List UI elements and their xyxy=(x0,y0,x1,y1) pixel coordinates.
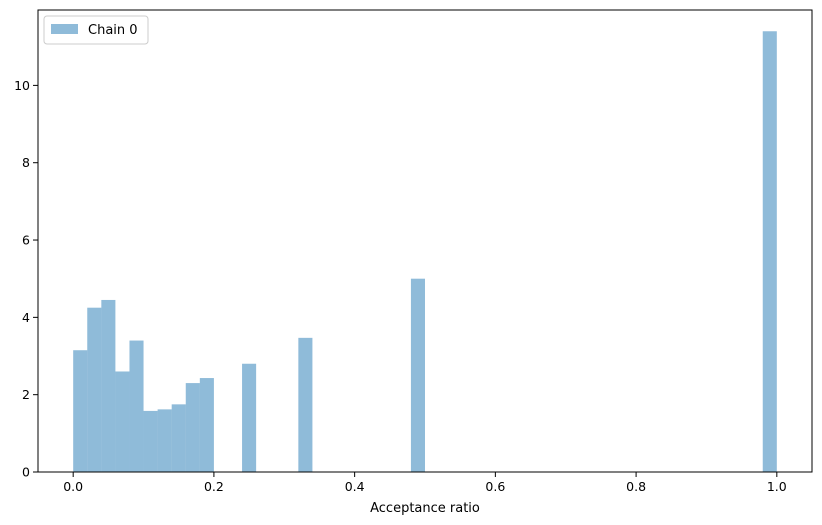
histogram-bar-2 xyxy=(101,299,116,472)
y-tick-label: 6 xyxy=(22,233,30,248)
histogram-bar-5 xyxy=(143,410,158,472)
y-tick-label: 2 xyxy=(22,387,30,402)
legend: Chain 0 xyxy=(43,15,149,45)
histogram-bar-7 xyxy=(171,404,186,472)
x-tick-label: 0.2 xyxy=(204,479,224,494)
histogram-bar-10 xyxy=(242,363,257,472)
x-tick-label: 0.4 xyxy=(345,479,365,494)
histogram-bar-12 xyxy=(410,278,425,472)
y-tick-label: 0 xyxy=(22,465,30,480)
plot-frame xyxy=(37,9,813,473)
histogram-bar-6 xyxy=(157,409,172,472)
y-tick-label: 10 xyxy=(14,78,30,93)
x-axis: 0.0 0.2 0.4 0.6 0.8 1.0 xyxy=(63,472,787,494)
x-tick-label: 0.6 xyxy=(485,479,505,494)
histogram-bar-4 xyxy=(129,340,144,472)
x-tick-label: 1.0 xyxy=(767,479,787,494)
bars-layer xyxy=(73,31,777,472)
y-tick-label: 8 xyxy=(22,155,30,170)
legend-label: Chain 0 xyxy=(88,23,138,38)
histogram-bar-13 xyxy=(762,31,777,472)
y-tick-label: 4 xyxy=(22,310,30,325)
histogram-bar-1 xyxy=(87,307,102,472)
x-tick-label: 0.8 xyxy=(626,479,646,494)
histogram-bar-9 xyxy=(199,378,214,472)
histogram-bar-0 xyxy=(73,350,88,472)
histogram-bar-11 xyxy=(298,337,313,472)
x-tick-label: 0.0 xyxy=(63,479,83,494)
y-axis: 0 2 4 6 8 10 xyxy=(14,78,38,480)
histogram-bar-3 xyxy=(115,371,130,472)
legend-swatch xyxy=(51,24,78,34)
histogram-bar-8 xyxy=(185,383,200,472)
x-axis-label: Acceptance ratio xyxy=(370,501,480,516)
legend-box xyxy=(43,15,149,45)
